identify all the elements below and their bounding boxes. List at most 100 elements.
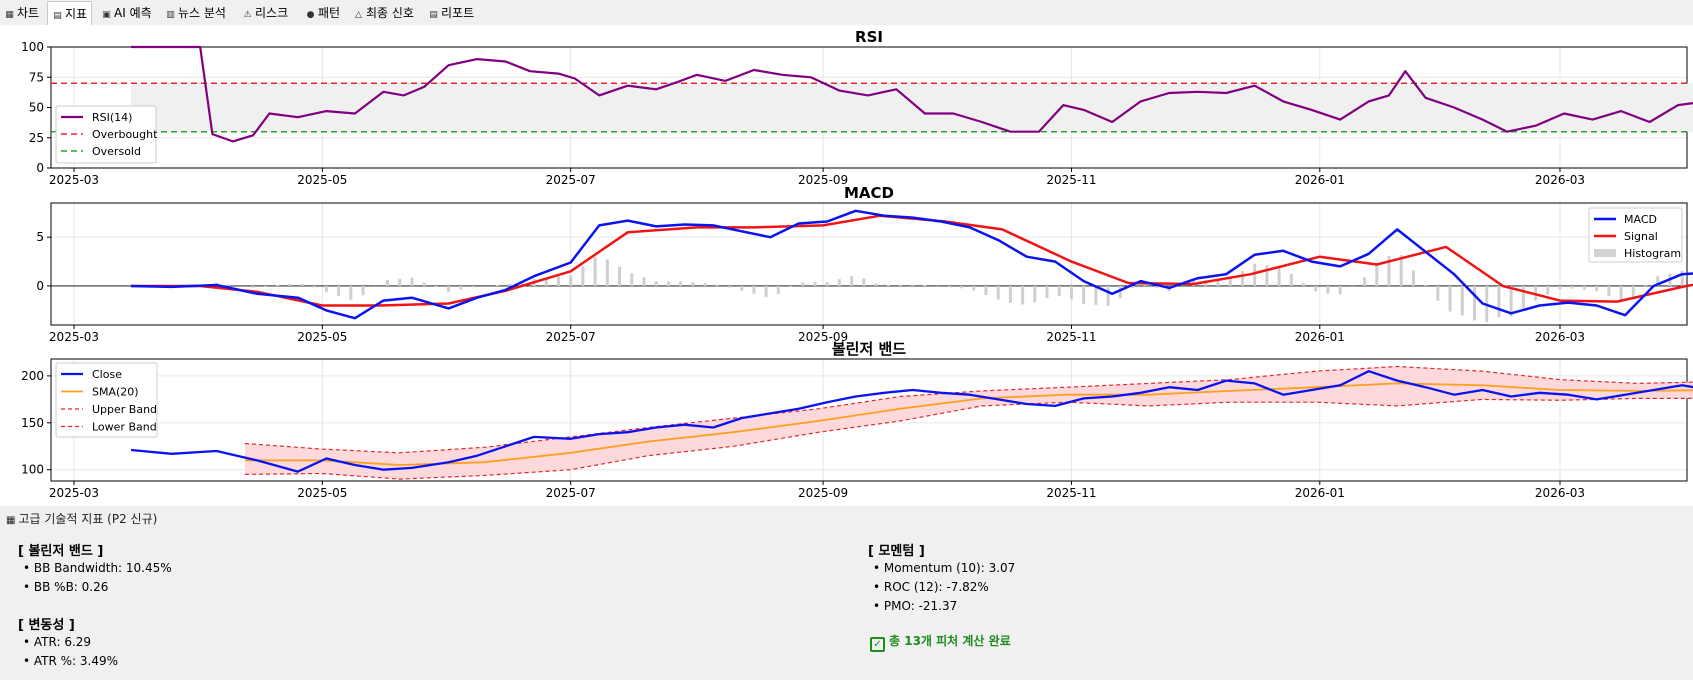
histogram-bar — [337, 285, 341, 296]
roc-value: • ROC (12): -7.82% — [873, 580, 989, 594]
x-tick-label: 2026-03 — [1535, 330, 1585, 344]
histogram-bar — [410, 277, 414, 286]
y-tick-label: 100 — [21, 40, 44, 54]
histogram-bar — [459, 285, 463, 290]
histogram-bar — [1314, 285, 1318, 292]
bell-icon: △ — [355, 10, 362, 20]
histogram-bar — [1143, 284, 1147, 286]
bollinger-band-fill — [245, 366, 1693, 480]
x-tick-label: 2025-07 — [546, 173, 596, 187]
x-tick-label: 2026-03 — [1535, 486, 1585, 500]
legend-swatch — [1594, 249, 1616, 257]
histogram-bar — [862, 278, 866, 286]
lower-band-line — [244, 397, 1693, 480]
histogram-bar — [1118, 285, 1122, 299]
histogram-bar — [508, 283, 512, 286]
tab-bar: ▦ 차트 ▤ 지표 ▣ AI 예측 ▥ 뉴스 분석 ⚠ 리스크 ● 패턴 △ 최종 신호 ▤ 리… — [0, 0, 1693, 26]
macd-line — [130, 209, 1693, 320]
histogram-bar — [1240, 270, 1244, 286]
y-tick-label: 0 — [36, 279, 44, 293]
pmo-value: • PMO: -21.37 — [873, 599, 958, 613]
histogram-bar — [1509, 285, 1513, 317]
histogram-bar — [886, 285, 890, 286]
legend: MACD Signal Histogram — [1588, 207, 1683, 263]
x-tick-label: 2026-03 — [1535, 173, 1585, 187]
tab-label: 리포트 — [441, 6, 475, 20]
histogram-bar — [715, 284, 719, 286]
calculation-status: ✓ 총 13개 피처 계산 완료 — [870, 632, 1011, 652]
histogram-bar — [911, 284, 915, 286]
tab-pattern[interactable]: ● 패턴 — [301, 3, 344, 23]
x-tick-label: 2026-01 — [1295, 330, 1345, 344]
legend-label: Oversold — [92, 145, 141, 158]
tab-report[interactable]: ▤ 리포트 — [424, 3, 478, 23]
legend: Close SMA(20) Upper Band Lower Band — [55, 362, 158, 438]
histogram-bar — [1473, 285, 1477, 321]
histogram-bar — [1008, 285, 1012, 303]
plot-frame — [50, 358, 1688, 482]
indicator-charts-svg: RSI 2025-03 2025-05 2025-07 2025-09 2025-11 20… — [21, 28, 1693, 500]
tab-label: 지표 — [65, 7, 88, 21]
histogram-bar — [556, 276, 560, 286]
histogram-bar — [703, 283, 707, 286]
histogram-bar — [569, 275, 573, 286]
tab-risk[interactable]: ⚠ 리스크 — [238, 3, 292, 23]
legend-box — [1588, 207, 1683, 263]
histogram-bar — [666, 281, 670, 286]
histogram-bar — [1338, 285, 1342, 295]
plot-frame — [50, 202, 1688, 326]
histogram-bar — [1375, 264, 1379, 286]
histogram-bar — [850, 276, 854, 286]
x-tick-label: 2025-11 — [1046, 330, 1096, 344]
histogram-bar — [1436, 285, 1440, 301]
tab-news-analysis[interactable]: ▥ 뉴스 분석 — [161, 3, 230, 23]
legend-label: Close — [92, 368, 122, 381]
histogram-bar — [740, 285, 744, 291]
tab-indicators[interactable]: ▤ 지표 — [47, 1, 93, 25]
histogram-bar — [1326, 285, 1330, 294]
tab-label: AI 예측 — [114, 6, 152, 20]
histogram-bar — [874, 283, 878, 286]
histogram-bar — [1631, 285, 1635, 297]
histogram-bar — [1216, 280, 1220, 286]
chart-title: 볼린저 밴드 — [832, 340, 906, 358]
histogram-bar — [1399, 255, 1403, 286]
histogram-bar — [679, 281, 683, 286]
chart-panel-2: 볼린저 밴드 2025-03 2025-05 2025-07 2025-09 2025-1… — [21, 340, 1693, 500]
histogram-bar — [801, 282, 805, 286]
y-tick-label: 100 — [21, 463, 44, 477]
histogram-bar — [495, 285, 499, 286]
legend-box — [55, 105, 157, 164]
tab-ai-forecast[interactable]: ▣ AI 예측 — [97, 3, 156, 23]
histogram-bar — [1656, 276, 1660, 286]
y-tick-label: 150 — [21, 416, 44, 430]
x-tick-label: 2025-03 — [49, 330, 99, 344]
atr-percent-value: • ATR %: 3.49% — [23, 654, 119, 668]
ai-icon: ▣ — [102, 10, 111, 20]
histogram-bar — [630, 273, 634, 286]
histogram-bar — [1045, 285, 1049, 298]
y-tick-label: 75 — [29, 70, 44, 84]
histogram-bar — [752, 285, 756, 294]
chart-panel-1: MACD 2025-03 2025-05 2025-07 2025-09 2025-11 2… — [36, 184, 1693, 344]
histogram-bar — [300, 283, 304, 286]
histogram-bar — [898, 285, 902, 286]
chart-panel-0: RSI 2025-03 2025-05 2025-07 2025-09 2025-11 20… — [21, 28, 1693, 187]
tab-final-signal[interactable]: △ 최종 신호 — [349, 3, 418, 23]
chart-icon: ▦ — [6, 515, 16, 526]
x-tick-label: 2025-11 — [1046, 486, 1096, 500]
histogram-bar — [1570, 285, 1574, 289]
histogram-bar — [312, 285, 316, 288]
atr-value: • ATR: 6.29 — [23, 635, 92, 649]
histogram-bar — [544, 277, 548, 286]
histogram-bar — [727, 285, 731, 288]
upper-band-line — [244, 365, 1693, 454]
tab-chart[interactable]: ▦ 차트 — [0, 3, 43, 23]
histogram-bar — [593, 257, 597, 286]
tab-label: 최종 신호 — [366, 6, 414, 20]
x-tick-label: 2025-09 — [798, 330, 848, 344]
histogram-bar — [520, 281, 524, 286]
histogram-bar — [1253, 263, 1257, 286]
histogram-bar — [422, 282, 426, 286]
legend: RSI(14) Overbought Oversold — [55, 105, 158, 164]
